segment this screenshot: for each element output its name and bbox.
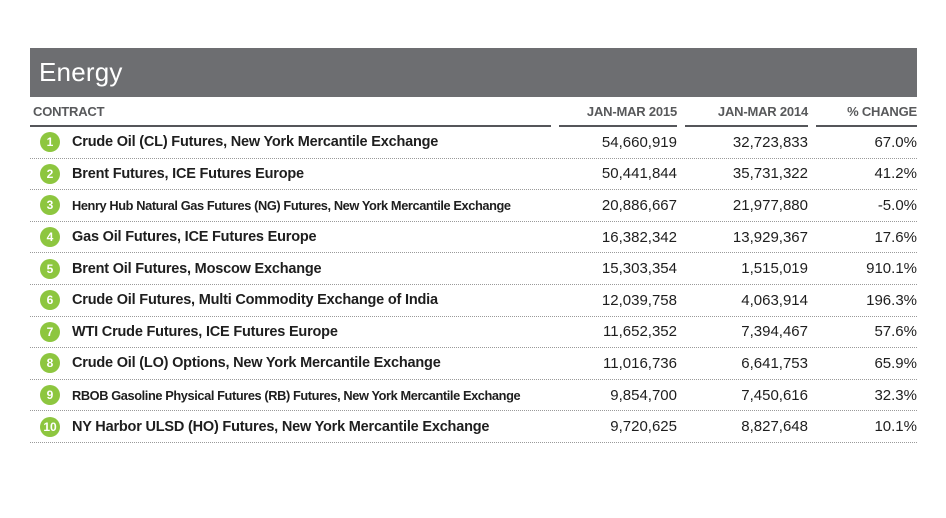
- value-jan-mar-2014: 35,731,322: [732, 165, 808, 183]
- value-jan-mar-2015: 11,652,352: [603, 323, 677, 341]
- contract-name: WTI Crude Futures, ICE Futures Europe: [72, 323, 338, 340]
- contract-name: Crude Oil (CL) Futures, New York Mercant…: [72, 134, 439, 151]
- value-pct-change: 65.9%: [874, 354, 917, 372]
- value-jan-mar-2014: 7,394,467: [741, 323, 808, 341]
- contract-name: Brent Oil Futures, Moscow Exchange: [72, 260, 322, 277]
- rank-badge: 1: [40, 132, 60, 153]
- table-row: 7 WTI Crude Futures, ICE Futures Europe …: [30, 317, 917, 349]
- contract-name: Brent Futures, ICE Futures Europe: [72, 165, 304, 182]
- table-row: 1 Crude Oil (CL) Futures, New York Merca…: [30, 127, 917, 159]
- value-jan-mar-2014: 8,827,648: [741, 418, 808, 436]
- table-body: 1 Crude Oil (CL) Futures, New York Merca…: [30, 127, 917, 443]
- rank-badge: 10: [40, 416, 60, 437]
- value-jan-mar-2014: 4,063,914: [741, 291, 808, 309]
- rank-badge: 9: [40, 385, 60, 406]
- column-header-jan-mar-2015: JAN-MAR 2015: [559, 97, 677, 127]
- value-pct-change: 910.1%: [866, 260, 917, 278]
- section-title-bar: Energy: [30, 48, 917, 97]
- value-jan-mar-2015: 20,886,667: [601, 196, 677, 214]
- value-jan-mar-2015: 9,720,625: [610, 418, 677, 436]
- column-header-jan-mar-2014: JAN-MAR 2014: [685, 97, 808, 127]
- table-header-row: CONTRACT JAN-MAR 2015 JAN-MAR 2014 % CHA…: [30, 97, 917, 127]
- column-header-contract: CONTRACT: [30, 97, 551, 127]
- value-pct-change: -5.0%: [877, 196, 917, 214]
- value-pct-change: 32.3%: [874, 386, 917, 404]
- energy-report-table: Energy CONTRACT JAN-MAR 2015 JAN-MAR 201…: [30, 48, 917, 443]
- column-header-pct-change: % CHANGE: [816, 97, 917, 127]
- value-jan-mar-2014: 13,929,367: [732, 228, 808, 246]
- contract-name: Henry Hub Natural Gas Futures (NG) Futur…: [72, 197, 511, 213]
- value-pct-change: 196.3%: [866, 291, 917, 309]
- rank-badge: 8: [40, 353, 60, 374]
- value-jan-mar-2014: 1,515,019: [741, 260, 808, 278]
- value-jan-mar-2015: 9,854,700: [610, 386, 677, 404]
- value-jan-mar-2014: 6,641,753: [741, 354, 808, 372]
- value-pct-change: 10.1%: [874, 418, 917, 436]
- value-pct-change: 41.2%: [874, 165, 917, 183]
- value-jan-mar-2015: 54,660,919: [601, 133, 677, 151]
- rank-badge: 7: [40, 321, 60, 342]
- value-jan-mar-2015: 50,441,844: [601, 165, 677, 183]
- table-row: 10 NY Harbor ULSD (HO) Futures, New York…: [30, 411, 917, 443]
- rank-badge: 4: [40, 227, 60, 248]
- value-pct-change: 57.6%: [874, 323, 917, 341]
- contract-name: Gas Oil Futures, ICE Futures Europe: [72, 229, 317, 246]
- table-row: 9 RBOB Gasoline Physical Futures (RB) Fu…: [30, 380, 917, 412]
- page-title: Energy: [39, 57, 123, 87]
- rank-badge: 3: [40, 195, 60, 216]
- table-row: 6 Crude Oil Futures, Multi Commodity Exc…: [30, 285, 917, 317]
- value-jan-mar-2014: 7,450,616: [741, 386, 808, 404]
- value-jan-mar-2014: 32,723,833: [732, 133, 808, 151]
- table-row: 8 Crude Oil (LO) Options, New York Merca…: [30, 348, 917, 380]
- rank-badge: 5: [40, 258, 60, 279]
- value-pct-change: 67.0%: [874, 133, 917, 151]
- value-jan-mar-2015: 12,039,758: [601, 291, 677, 309]
- value-jan-mar-2015: 11,016,736: [603, 354, 677, 372]
- rank-badge: 6: [40, 290, 60, 311]
- table-row: 5 Brent Oil Futures, Moscow Exchange 15,…: [30, 253, 917, 285]
- value-pct-change: 17.6%: [874, 228, 917, 246]
- value-jan-mar-2015: 16,382,342: [601, 228, 677, 246]
- value-jan-mar-2015: 15,303,354: [601, 260, 677, 278]
- value-jan-mar-2014: 21,977,880: [732, 196, 808, 214]
- contract-name: RBOB Gasoline Physical Futures (RB) Futu…: [72, 387, 521, 403]
- contract-name: NY Harbor ULSD (HO) Futures, New York Me…: [72, 418, 490, 435]
- table-row: 3 Henry Hub Natural Gas Futures (NG) Fut…: [30, 190, 917, 222]
- contract-name: Crude Oil Futures, Multi Commodity Excha…: [72, 292, 438, 309]
- rank-badge: 2: [40, 163, 60, 184]
- table-row: 2 Brent Futures, ICE Futures Europe 50,4…: [30, 159, 917, 191]
- table-row: 4 Gas Oil Futures, ICE Futures Europe 16…: [30, 222, 917, 254]
- contract-name: Crude Oil (LO) Options, New York Mercant…: [72, 355, 441, 372]
